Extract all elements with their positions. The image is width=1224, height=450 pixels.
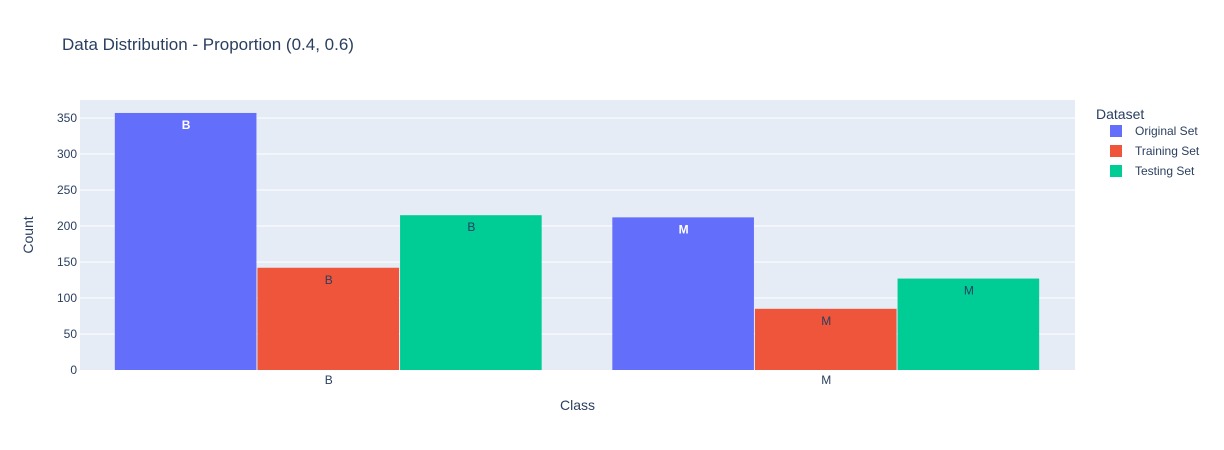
bar-data-label: M (679, 222, 689, 236)
legend-swatch (1110, 165, 1122, 177)
x-axis-title: Class (560, 397, 595, 413)
bar-original-set-B (114, 112, 257, 371)
legend-label: Original Set (1135, 124, 1198, 138)
legend: Dataset Original Set Training Set Testing … (1096, 106, 1200, 178)
chart-title: Data Distribution - Proportion (0.4, 0.6… (62, 35, 354, 54)
x-tick-label: B (325, 373, 333, 387)
y-tick-label: 250 (57, 183, 77, 197)
y-tick-label: 150 (57, 255, 77, 269)
bar-original-set-M (612, 217, 754, 370)
bar-data-label: B (325, 273, 333, 287)
y-tick-label: 200 (57, 219, 77, 233)
bar-testing-set-M (897, 278, 1040, 370)
legend-title: Dataset (1096, 106, 1144, 122)
y-tick-label: 50 (64, 327, 78, 341)
bar-data-label: B (182, 118, 191, 132)
legend-label: Testing Set (1135, 164, 1195, 178)
bar-data-label: M (821, 314, 831, 328)
bars: B B B M M M (114, 112, 1040, 371)
y-tick-label: 100 (57, 291, 77, 305)
bar-data-label: M (964, 284, 974, 298)
y-tick-label: 300 (57, 147, 77, 161)
y-axis-title: Count (20, 216, 36, 253)
bar-data-label: B (467, 220, 475, 234)
y-tick-label: 0 (70, 363, 77, 377)
bar-training-set-M (754, 308, 897, 370)
x-tick-label: M (821, 373, 831, 387)
legend-label: Training Set (1135, 144, 1200, 158)
y-tick-label: 350 (57, 111, 77, 125)
legend-swatch (1110, 145, 1122, 157)
legend-swatch (1110, 125, 1122, 137)
y-axis-ticks: 0 50 100 150 200 250 300 350 (57, 111, 77, 377)
bar-training-set-B (257, 267, 400, 370)
bar-testing-set-B (400, 215, 542, 370)
